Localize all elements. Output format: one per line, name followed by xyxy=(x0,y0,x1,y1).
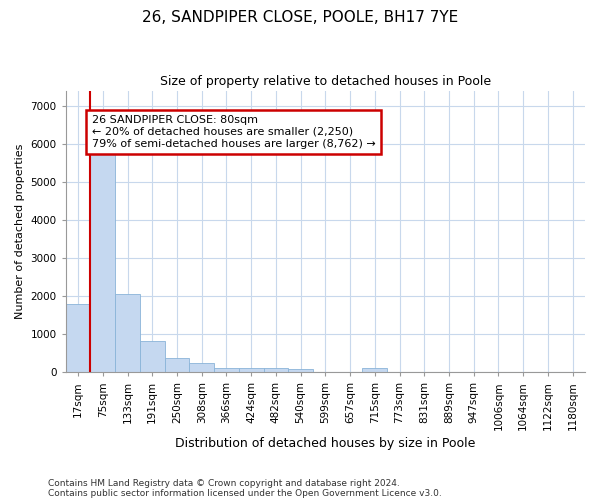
Text: 26, SANDPIPER CLOSE, POOLE, BH17 7YE: 26, SANDPIPER CLOSE, POOLE, BH17 7YE xyxy=(142,10,458,25)
Bar xyxy=(115,294,140,372)
Bar xyxy=(239,368,263,372)
Bar xyxy=(190,363,214,372)
Text: 26 SANDPIPER CLOSE: 80sqm
← 20% of detached houses are smaller (2,250)
79% of se: 26 SANDPIPER CLOSE: 80sqm ← 20% of detac… xyxy=(92,116,376,148)
Bar xyxy=(214,368,239,372)
X-axis label: Distribution of detached houses by size in Poole: Distribution of detached houses by size … xyxy=(175,437,476,450)
Title: Size of property relative to detached houses in Poole: Size of property relative to detached ho… xyxy=(160,75,491,88)
Bar xyxy=(91,152,115,372)
Text: Contains HM Land Registry data © Crown copyright and database right 2024.: Contains HM Land Registry data © Crown c… xyxy=(48,478,400,488)
Text: Contains public sector information licensed under the Open Government Licence v3: Contains public sector information licen… xyxy=(48,488,442,498)
Bar xyxy=(362,368,387,372)
Bar xyxy=(140,340,164,372)
Bar xyxy=(288,370,313,372)
Bar xyxy=(164,358,190,372)
Bar xyxy=(66,304,91,372)
Bar xyxy=(263,368,288,372)
Y-axis label: Number of detached properties: Number of detached properties xyxy=(15,144,25,319)
